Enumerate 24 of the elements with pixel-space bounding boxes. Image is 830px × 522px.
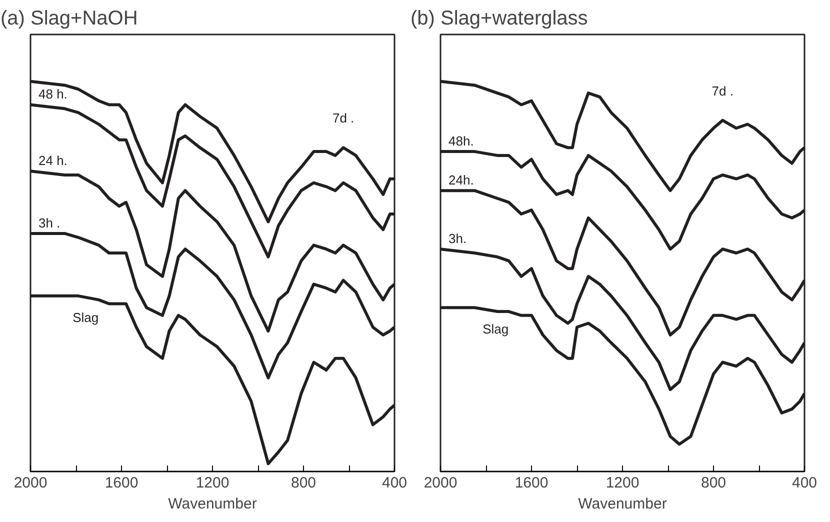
x-tick-label: 400 [792,474,818,492]
x-axis-title: Wavenumber [578,496,667,512]
x-tick-label: 1600 [104,474,138,492]
series-label: 24 h. [38,153,68,168]
x-tick-label: 1600 [514,474,548,492]
series-label: Slag [72,310,99,325]
x-tick-label: 800 [700,474,726,492]
x-tick-label: 1200 [196,474,230,492]
series-label: 24h. [448,172,474,188]
series-label: 7d . [332,110,354,126]
x-tick-label: 800 [290,474,316,492]
x-axis-title: Wavenumber [168,496,257,512]
x-tick-label: 2000 [14,474,48,492]
series-label: Slag [482,322,509,337]
x-tick-label: 2000 [424,474,458,492]
series-label: 48h. [448,134,474,149]
x-tick-label: 1200 [606,474,640,492]
series-label: 3h . [38,215,60,230]
x-tick-label: 400 [382,474,408,492]
series-label: 48 h. [38,86,68,102]
series-label: 7d . [712,83,734,98]
chart-title: (a) Slag+NaOH [0,8,138,30]
series-label: 3h. [448,231,467,246]
chart-title: (b) Slag+waterglass [410,8,588,30]
